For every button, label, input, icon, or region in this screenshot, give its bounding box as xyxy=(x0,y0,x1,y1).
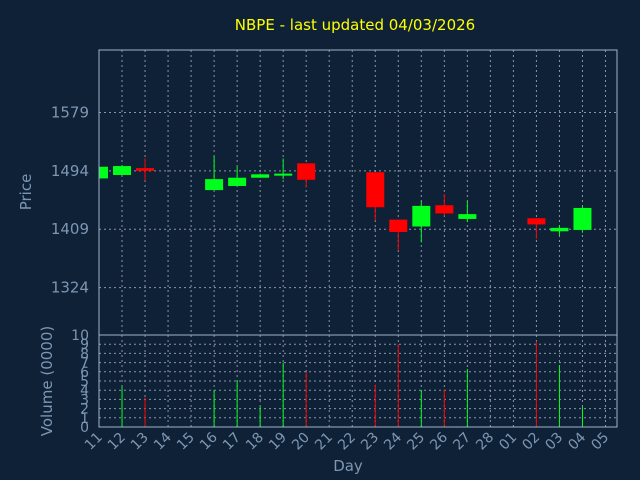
x-gridlines xyxy=(121,50,606,427)
volume-tick-label: 10 xyxy=(71,328,89,344)
x-tick-label: 19 xyxy=(266,430,290,454)
price-tick-label: 1324 xyxy=(51,279,89,297)
x-tick-label: 28 xyxy=(473,430,497,454)
candle-up xyxy=(113,166,132,175)
price-tick-label: 1579 xyxy=(51,103,89,121)
x-tick-label: 16 xyxy=(197,429,221,453)
candle-up xyxy=(412,205,431,227)
price-panel-frame xyxy=(98,49,618,336)
volume-panel-frame xyxy=(98,334,618,428)
x-tick-label: 17 xyxy=(220,430,244,454)
candle-down xyxy=(527,218,546,225)
price-gridlines xyxy=(99,111,617,289)
x-tick-label: 14 xyxy=(151,429,175,453)
volume-tick-label: 4 xyxy=(80,383,89,399)
candle-up xyxy=(274,173,293,176)
volume-bars xyxy=(121,341,583,427)
volume-tick-label: 1 xyxy=(80,411,89,427)
x-tick-labels: 11 12 13 14 15 16 17 18 19 20 21 22 23 24 25 26 27 28 01 02… xyxy=(82,429,612,453)
x-tick-label: 24 xyxy=(381,429,405,453)
volume-tick-label: 0 xyxy=(80,420,89,436)
x-tick-label: 20 xyxy=(289,430,313,454)
price-tick-label: 1409 xyxy=(51,220,89,238)
chart-title: NBPE - last updated 04/03/2026 xyxy=(235,16,475,34)
price-tick-labels: 1324 1409 1494 1579 xyxy=(51,103,89,296)
x-tick-label: 01 xyxy=(496,430,520,454)
x-tick-label: 26 xyxy=(427,429,451,453)
candle-up xyxy=(458,214,477,219)
price-axis-label: Price xyxy=(17,174,35,211)
x-tick-label: 18 xyxy=(243,430,267,454)
candle-down xyxy=(389,219,408,232)
volume-tick-label: 9 xyxy=(80,337,89,353)
volume-axis-label: Volume (0000) xyxy=(38,326,56,436)
candle-up xyxy=(251,174,270,178)
candle-up xyxy=(205,179,224,191)
price-tick-label: 1494 xyxy=(51,162,89,180)
x-tick-label: 04 xyxy=(565,429,589,453)
x-tick-label: 22 xyxy=(335,430,359,454)
x-tick-label: 23 xyxy=(358,430,382,454)
volume-tick-label: 6 xyxy=(80,365,89,381)
volume-tick-label: 2 xyxy=(80,402,89,418)
candle-up xyxy=(550,227,569,232)
x-tick-label: 21 xyxy=(312,430,336,454)
volume-tick-label: 8 xyxy=(80,346,89,362)
volume-gridlines xyxy=(99,343,617,419)
x-tick-label: 02 xyxy=(519,430,543,454)
x-tick-label: 05 xyxy=(588,430,612,454)
x-tick-label: 12 xyxy=(105,430,129,454)
x-tick-label: 27 xyxy=(450,430,474,454)
volume-tick-label: 3 xyxy=(80,392,89,408)
volume-tick-label: 7 xyxy=(80,356,89,372)
x-axis-label: Day xyxy=(333,457,363,475)
candle-up xyxy=(99,166,108,179)
candle-up xyxy=(228,177,247,186)
candle-down xyxy=(136,168,155,171)
candle-up xyxy=(573,207,592,230)
candle-down xyxy=(297,163,316,180)
x-tick-label: 03 xyxy=(542,430,566,454)
x-tick-label: 15 xyxy=(174,430,198,454)
x-tick-label: 13 xyxy=(128,430,152,454)
x-tick-label: 25 xyxy=(404,430,428,454)
candles xyxy=(98,156,592,251)
candle-down xyxy=(366,172,385,208)
volume-tick-label: 5 xyxy=(80,374,89,390)
candle-down xyxy=(435,205,454,214)
